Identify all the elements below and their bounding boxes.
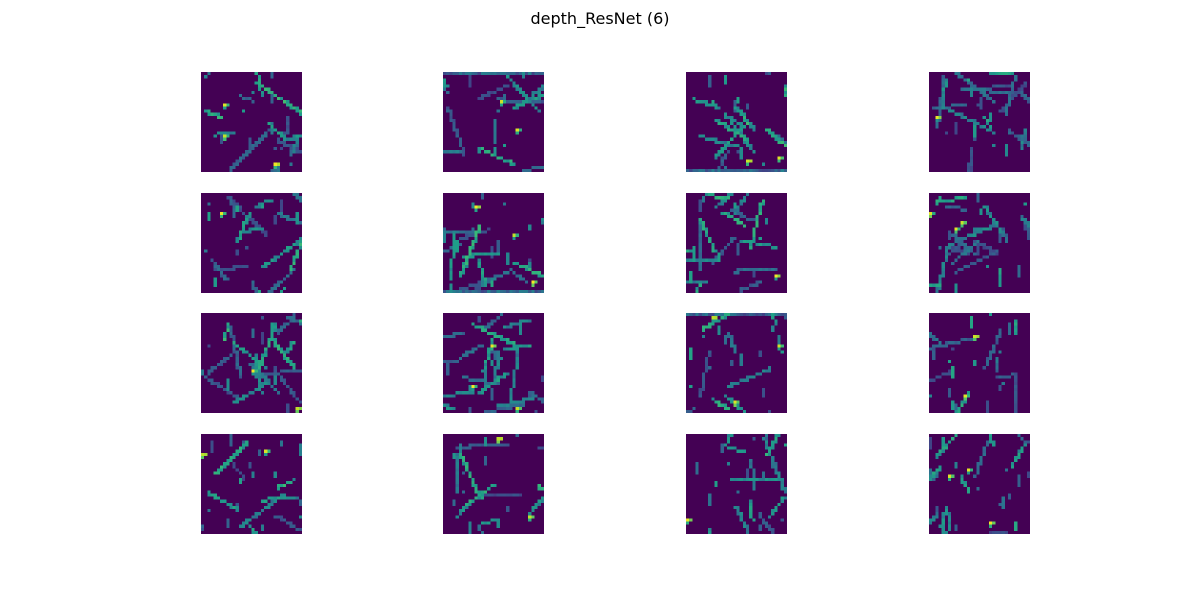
feature-map-1-4 bbox=[929, 72, 1030, 172]
feature-map-4-2 bbox=[443, 434, 544, 534]
feature-map-image bbox=[443, 193, 544, 293]
feature-map-4-4 bbox=[929, 434, 1030, 534]
feature-map-2-3 bbox=[686, 193, 787, 293]
feature-map-1-3 bbox=[686, 72, 787, 172]
feature-map-3-2 bbox=[443, 313, 544, 413]
feature-map-image bbox=[443, 72, 544, 172]
feature-map-image bbox=[686, 313, 787, 413]
feature-map-image bbox=[929, 313, 1030, 413]
feature-map-image bbox=[686, 72, 787, 172]
feature-map-image bbox=[929, 193, 1030, 293]
feature-map-2-4 bbox=[929, 193, 1030, 293]
feature-map-2-2 bbox=[443, 193, 544, 293]
feature-map-image bbox=[929, 434, 1030, 534]
feature-map-4-1 bbox=[201, 434, 302, 534]
feature-map-image bbox=[201, 434, 302, 534]
feature-map-1-2 bbox=[443, 72, 544, 172]
feature-map-1-1 bbox=[201, 72, 302, 172]
feature-map-image bbox=[201, 313, 302, 413]
feature-map-image bbox=[443, 313, 544, 413]
feature-map-3-4 bbox=[929, 313, 1030, 413]
feature-map-4-3 bbox=[686, 434, 787, 534]
feature-map-image bbox=[201, 72, 302, 172]
feature-map-image bbox=[201, 193, 302, 293]
figure-title: depth_ResNet (6) bbox=[530, 9, 670, 28]
feature-map-image bbox=[929, 72, 1030, 172]
feature-map-3-3 bbox=[686, 313, 787, 413]
feature-map-3-1 bbox=[201, 313, 302, 413]
feature-map-image bbox=[443, 434, 544, 534]
feature-map-image bbox=[686, 193, 787, 293]
feature-map-2-1 bbox=[201, 193, 302, 293]
feature-map-image bbox=[686, 434, 787, 534]
